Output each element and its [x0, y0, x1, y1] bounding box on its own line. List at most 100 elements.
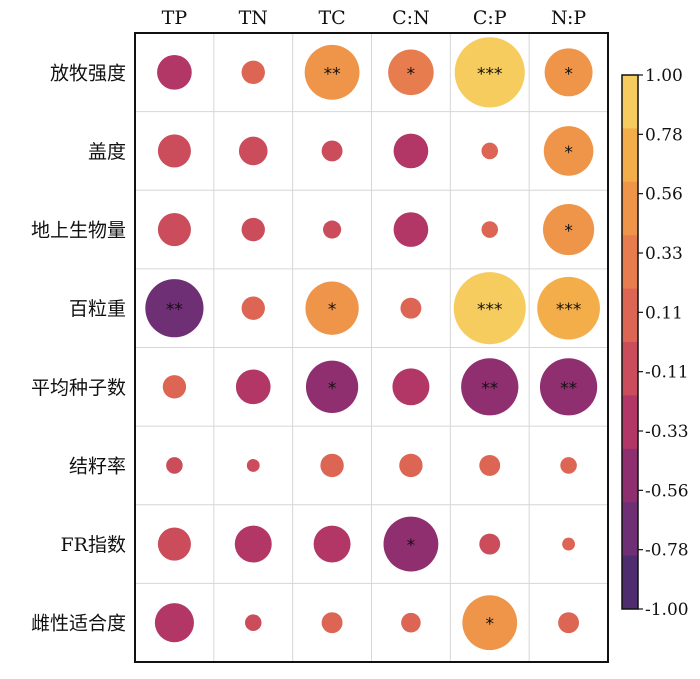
colorbar-segment: [622, 502, 638, 557]
grid-layer: [134, 32, 609, 663]
significance-label: *: [486, 615, 495, 635]
correlation-circle: [321, 612, 343, 634]
correlation-circle: [383, 516, 439, 572]
circle-layer: [145, 37, 600, 651]
row-label: 平均种子数: [31, 377, 126, 399]
row-label: 盖度: [88, 141, 126, 163]
correlation-circle: [157, 54, 192, 90]
correlation-circle: [461, 358, 519, 416]
colorbar-tick-label: 0.78: [645, 125, 683, 145]
colorbar-segment: [622, 555, 638, 610]
correlation-circle: [304, 44, 360, 100]
significance-label: ***: [556, 300, 582, 320]
significance-label: *: [328, 379, 337, 399]
colorbar-segment: [622, 75, 638, 129]
significance-label: *: [564, 143, 573, 163]
significance-label: ***: [477, 64, 503, 84]
colorbar: 1.00 0.78 0.56 0.33 0.11 -0.11 -0.33 -0.56 -0.78…: [621, 66, 689, 620]
correlation-circle: [481, 142, 499, 160]
correlation-circle: [305, 281, 359, 335]
row-label: FR指数: [61, 534, 127, 556]
correlation-circle: [244, 614, 262, 631]
correlation-circle: [399, 453, 423, 478]
colorbar-segment: [622, 128, 638, 183]
colorbar-tick-label: -0.78: [645, 541, 689, 561]
colorbar-segment: [622, 448, 638, 503]
colorbar-tick-label: 0.33: [645, 244, 683, 264]
correlation-circle: [562, 537, 575, 551]
correlation-circle: [157, 527, 191, 561]
correlation-circle: [393, 212, 429, 247]
correlation-circle: [241, 217, 265, 242]
correlation-circle: [392, 368, 430, 406]
correlation-circle: [166, 457, 183, 474]
row-label: 百粒重: [69, 298, 126, 320]
correlation-circle: [388, 49, 434, 96]
correlation-circle: [313, 525, 351, 563]
colorbar-tick-label: 1.00: [645, 66, 683, 86]
significance-label: *: [407, 536, 416, 556]
row-label: 雌性适合度: [31, 613, 126, 635]
column-labels: TP TN TC C:N C:P N:P: [162, 7, 587, 29]
row-label: 结籽率: [69, 455, 126, 477]
significance-layer: ** * *** ***** * *** **** ** ****: [166, 64, 581, 634]
column-label: TP: [162, 7, 188, 29]
correlation-circle: [400, 297, 422, 319]
correlation-circle: [558, 612, 580, 634]
colorbar-segment: [622, 181, 638, 236]
correlation-circle: [544, 48, 593, 97]
correlation-circle: [238, 136, 268, 166]
significance-label: **: [560, 379, 577, 399]
correlation-circle: [393, 133, 429, 169]
correlation-circle: [542, 203, 595, 256]
colorbar-segment: [622, 235, 638, 290]
correlation-circle: [235, 369, 271, 405]
correlation-circle: [154, 603, 194, 643]
significance-label: *: [407, 64, 416, 84]
correlation-circle: [157, 134, 191, 168]
correlation-circle: [462, 595, 518, 651]
column-label: TN: [239, 7, 268, 29]
correlation-circle: [453, 272, 526, 345]
colorbar-tick-label: -0.33: [645, 422, 689, 442]
row-label: 地上生物量: [31, 220, 126, 242]
significance-label: **: [166, 300, 183, 320]
correlation-circle: [539, 358, 598, 416]
correlation-circle: [323, 220, 342, 239]
colorbar-segment: [622, 395, 638, 450]
colorbar-segment: [622, 288, 638, 343]
row-label: 放牧强度: [50, 62, 126, 84]
significance-label: *: [564, 64, 573, 84]
correlation-circle: [321, 140, 343, 162]
significance-label: ***: [477, 300, 503, 320]
correlation-circle: [305, 360, 359, 413]
colorbar-tick-label: -1.00: [645, 600, 689, 620]
correlation-circle: [157, 213, 191, 247]
correlation-circle: [537, 276, 600, 340]
correlation-circle: [241, 60, 265, 84]
column-label: N:P: [551, 7, 586, 29]
correlation-circle: [246, 459, 260, 472]
column-label: C:N: [392, 7, 430, 29]
correlation-circle: [479, 454, 501, 476]
correlation-circle: [241, 296, 265, 320]
significance-label: **: [481, 379, 498, 399]
significance-label: *: [564, 222, 573, 242]
correlation-circle: [479, 533, 501, 555]
column-label: C:P: [473, 7, 507, 29]
colorbar-frame: [621, 74, 639, 610]
correlation-circle: [320, 453, 344, 478]
significance-label: *: [328, 300, 337, 320]
correlation-circle: [481, 221, 499, 238]
correlation-circle: [543, 126, 594, 176]
colorbar-segment: [622, 342, 638, 396]
colorbar-tick-label: -0.11: [645, 363, 689, 383]
significance-label: **: [324, 64, 341, 84]
colorbar-tick-label: -0.56: [645, 481, 689, 501]
correlation-circle: [234, 525, 272, 563]
colorbar-tick-label: 0.11: [645, 303, 683, 323]
correlation-circle: [454, 37, 525, 108]
